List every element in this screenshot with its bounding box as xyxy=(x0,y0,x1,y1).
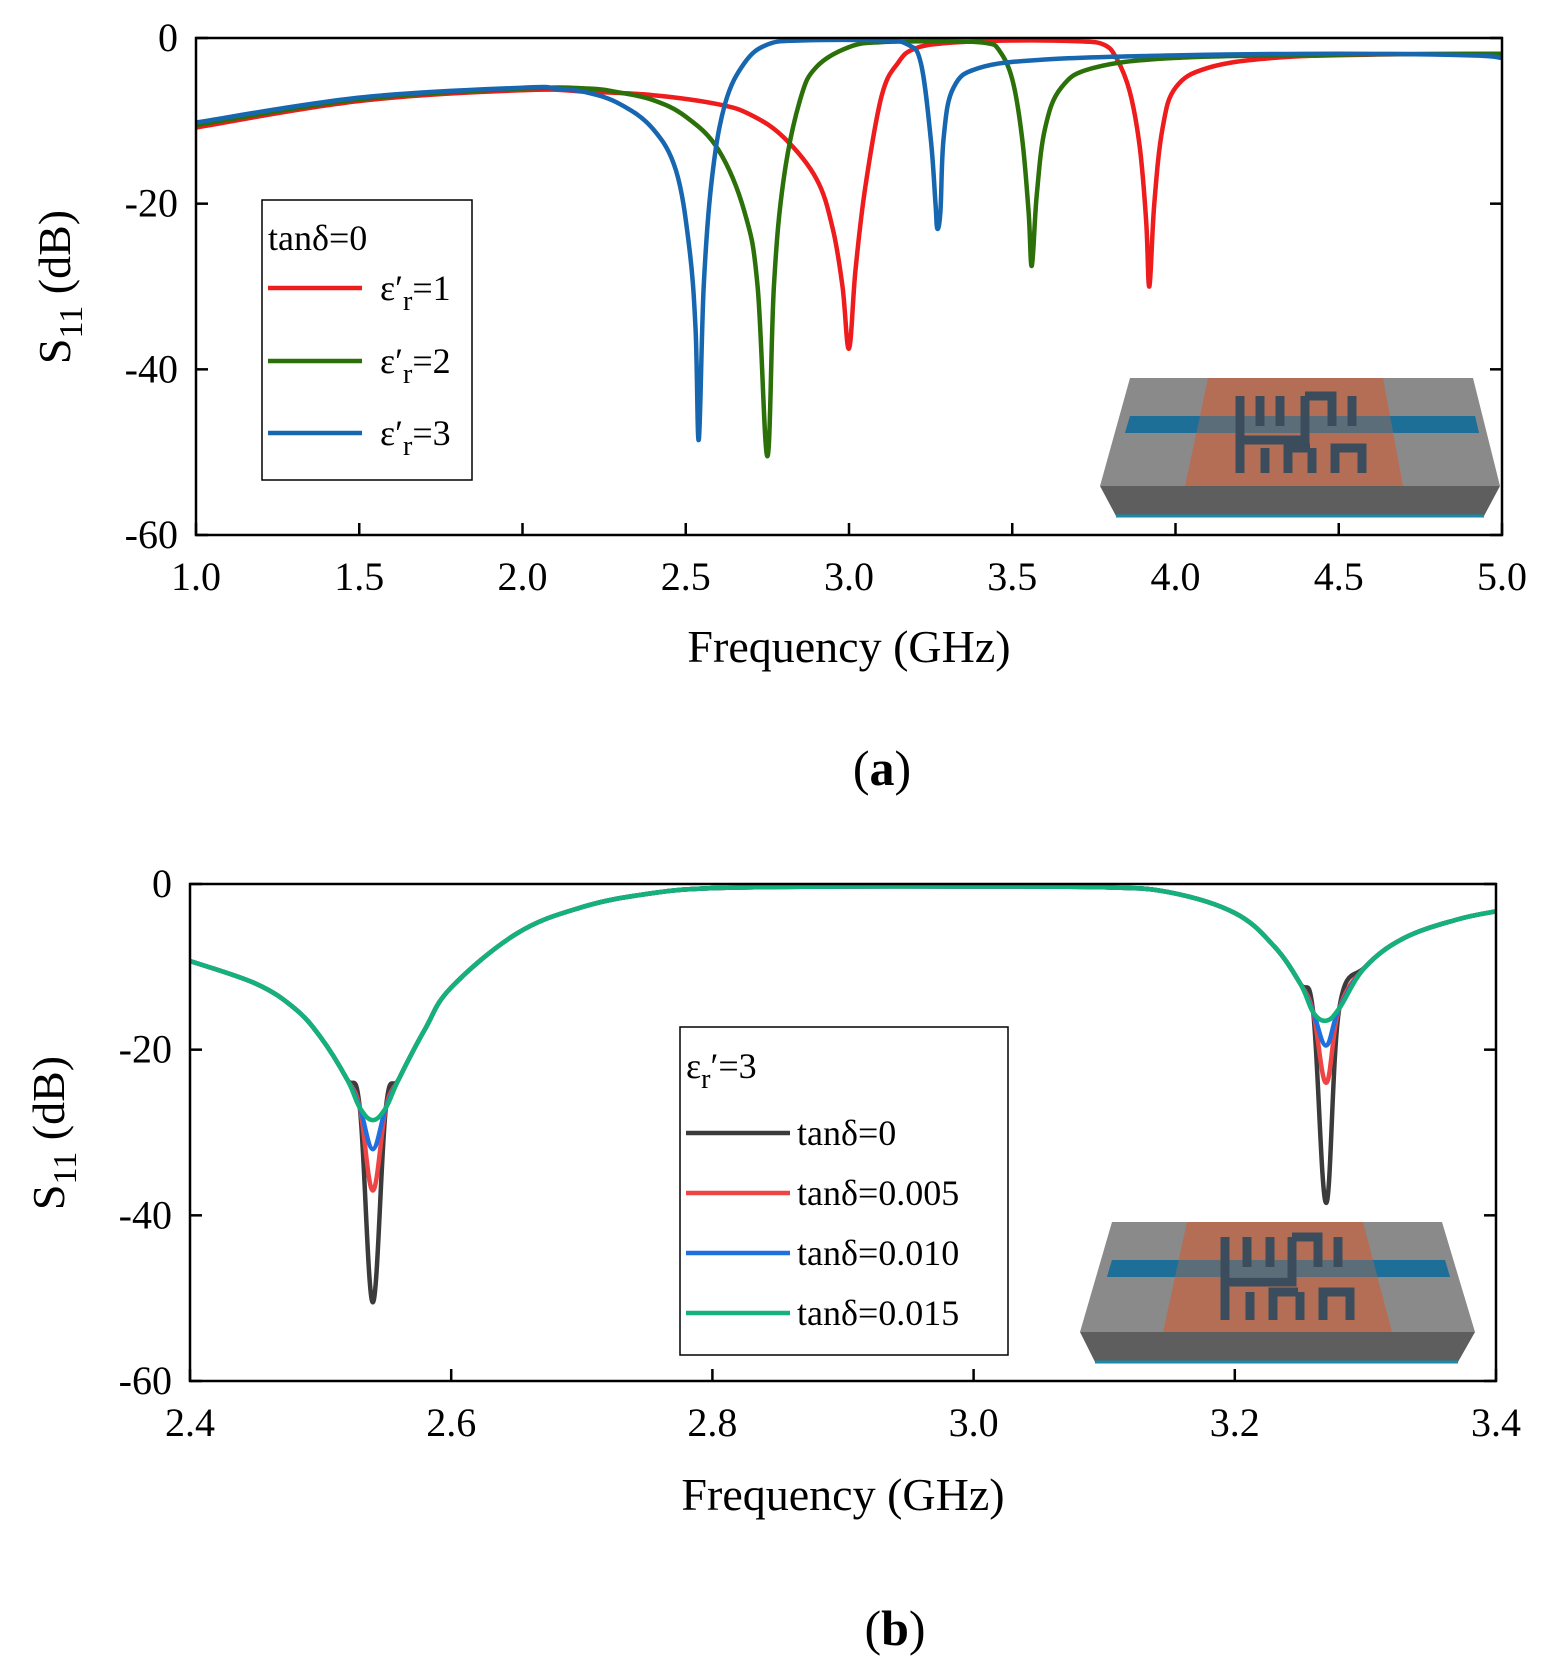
x-tick-label: 1.5 xyxy=(334,554,384,599)
x-tick-label: 2.4 xyxy=(165,1400,215,1445)
x-tick-label: 4.0 xyxy=(1151,554,1201,599)
y-tick-label: -60 xyxy=(125,512,178,557)
x-tick-label: 2.8 xyxy=(687,1400,737,1445)
y-tick-label: -20 xyxy=(119,1027,172,1072)
x-tick-label: 1.0 xyxy=(171,554,221,599)
x-tick-label: 3.4 xyxy=(1471,1400,1521,1445)
series-line-4 xyxy=(190,884,1496,1123)
x-tick-label: 2.6 xyxy=(426,1400,476,1445)
y-tick-label: -40 xyxy=(119,1192,172,1237)
series-line-1 xyxy=(196,38,1502,351)
x-tick-label: 4.5 xyxy=(1314,554,1364,599)
y-tick-label: -40 xyxy=(125,346,178,391)
panel-label-b: (b) xyxy=(864,1600,925,1656)
legend-entry-label: tanδ=0.010 xyxy=(797,1233,959,1273)
x-tick-label: 3.2 xyxy=(1210,1400,1260,1445)
x-tick-label: 2.5 xyxy=(661,554,711,599)
series-line-2 xyxy=(196,38,1502,459)
legend-entry-label: tanδ=0.005 xyxy=(797,1173,959,1213)
chart-panel-a: 1.0 1.5 2.0 2.5 3.0 3.5 4.0 4.5 5.0 0 -20 -40 -60 F… xyxy=(29,15,1527,672)
x-axis-title-a: Frequency (GHz) xyxy=(687,621,1010,672)
y-tick-label: 0 xyxy=(158,15,178,60)
y-tick-label: -60 xyxy=(119,1358,172,1403)
legend-a: tanδ=0 ε′r=1 ε′r=2 ε′r=3 xyxy=(261,199,473,481)
chart-panel-b: 2.4 2.6 2.8 3.0 3.2 3.4 0 -20 -40 -60 Frequency … xyxy=(23,861,1521,1520)
legend-entry-label: ε′r=1 xyxy=(380,268,451,317)
legend-b: εr′=3 tanδ=0 tanδ=0.005 tanδ=0.010 tanδ=0.0… xyxy=(679,1026,1009,1356)
y-tick-label: 0 xyxy=(152,861,172,906)
legend-entry-label: tanδ=0.015 xyxy=(797,1293,959,1333)
antenna-sensor-illustration-b xyxy=(1080,1222,1475,1364)
legend-entry-label: ε′r=3 xyxy=(380,413,451,462)
legend-entry-label: tanδ=0 xyxy=(797,1113,896,1153)
plot-frame-b xyxy=(188,882,1498,1383)
y-axis-title-b: S11 (dB) xyxy=(23,1056,84,1210)
x-tick-label: 3.0 xyxy=(824,554,874,599)
x-tick-label: 3.5 xyxy=(987,554,1037,599)
legend-title-a: tanδ=0 xyxy=(268,218,367,258)
x-axis-title-b: Frequency (GHz) xyxy=(681,1469,1004,1520)
x-tick-label: 5.0 xyxy=(1477,554,1527,599)
y-axis-title-a: S11 (dB) xyxy=(29,210,90,364)
y-tick-label: -20 xyxy=(125,181,178,226)
legend-entry-label: ε′r=2 xyxy=(380,341,451,390)
series-line-3 xyxy=(196,38,1502,442)
x-tick-label: 2.0 xyxy=(498,554,548,599)
legend-title-b: εr′=3 xyxy=(686,1046,757,1095)
panel-label-a: (a) xyxy=(853,740,911,796)
x-tick-label: 3.0 xyxy=(949,1400,999,1445)
antenna-sensor-illustration-a xyxy=(1100,378,1500,518)
